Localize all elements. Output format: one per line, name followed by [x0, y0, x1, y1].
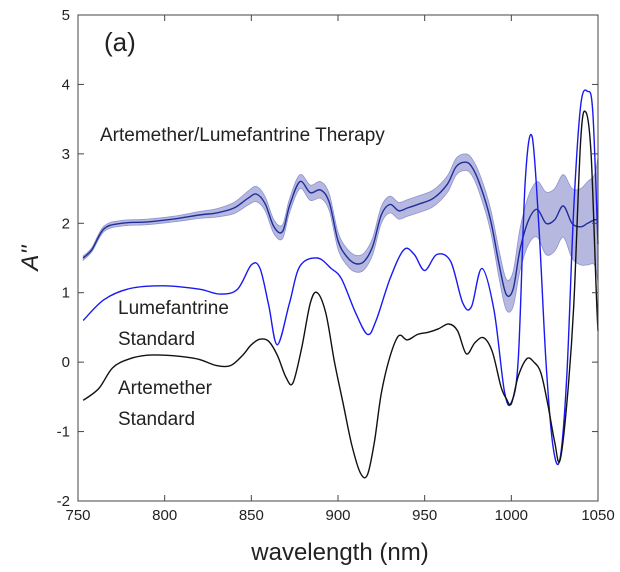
- annotation-therapy: Artemether/Lumefantrine Therapy: [100, 125, 385, 146]
- x-tick-label: 950: [412, 507, 437, 524]
- x-tick-label: 850: [239, 507, 264, 524]
- annotation-lumefantrine-line1: Lumefantrine: [118, 298, 229, 319]
- x-axis-title: wavelength (nm): [250, 539, 428, 566]
- x-tick-label: 750: [65, 507, 90, 524]
- y-tick-label: 4: [62, 76, 70, 93]
- y-tick-label: 0: [62, 354, 70, 371]
- y-axis-title: A'': [17, 244, 44, 273]
- y-tick-label: 3: [62, 146, 70, 163]
- annotation-lumefantrine-line2: Standard: [118, 329, 195, 350]
- annotation-artemether-line1: Artemether: [118, 378, 213, 399]
- x-tick-label: 900: [325, 507, 350, 524]
- y-tick-label: 5: [62, 7, 70, 24]
- series-lines-group: [82, 89, 599, 479]
- series-lumefantrine-line: [82, 89, 599, 466]
- x-tick-label: 1000: [495, 507, 528, 524]
- annotation-artemether-line2: Standard: [118, 409, 195, 430]
- series-therapy-line: [82, 161, 599, 297]
- x-tick-label: 1050: [581, 507, 614, 524]
- x-tick-label: 800: [152, 507, 177, 524]
- panel-label: (a): [104, 27, 136, 57]
- y-tick-label: 2: [62, 215, 70, 232]
- y-tick-label: 1: [62, 285, 70, 302]
- y-tick-label: -2: [57, 493, 70, 510]
- ticks-group: 750 800 850 900 950 1000 1050 -2 -1 0 1 2 3 4 5: [57, 7, 615, 524]
- series-artemether-line: [82, 110, 599, 479]
- y-tick-label: -1: [57, 424, 70, 441]
